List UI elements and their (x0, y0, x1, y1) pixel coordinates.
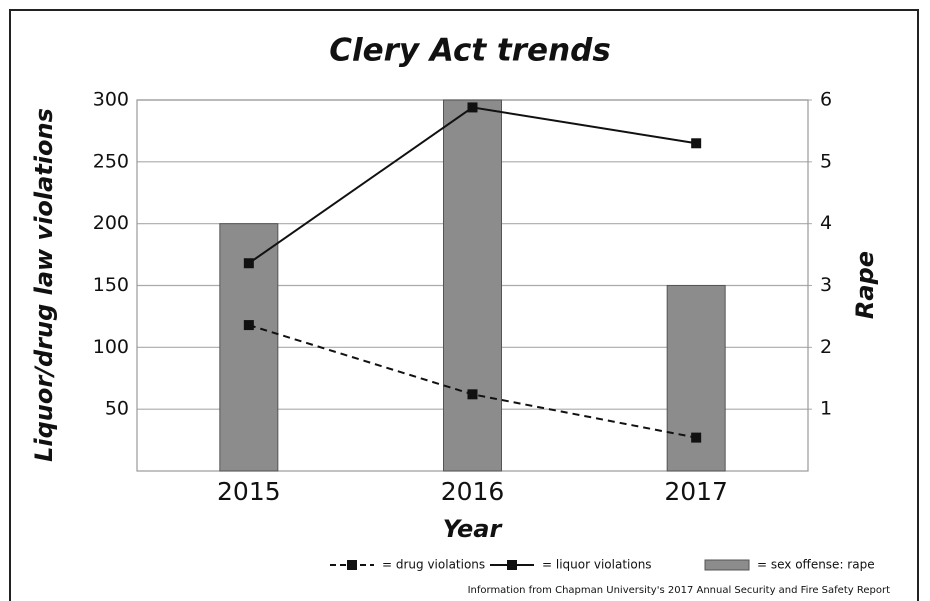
y-tick-label: 50 (105, 398, 129, 420)
x-tick-label: 2015 (217, 477, 281, 506)
y-tick-label: 300 (93, 89, 129, 111)
legend-marker (347, 560, 357, 570)
legend-swatch (704, 559, 750, 571)
y-tick-label: 100 (93, 336, 129, 358)
y2-tick-label: 2 (820, 336, 832, 358)
marker (467, 389, 478, 400)
legend-marker (507, 560, 517, 570)
y2-axis-label: Rape (851, 251, 879, 319)
frame (9, 9, 919, 601)
bar (443, 99, 502, 472)
chart-title: Clery Act trends (329, 33, 611, 69)
y2-tick-label: 5 (820, 150, 832, 172)
y-tick-label: 200 (93, 212, 129, 234)
legend-label: = liquor violations (542, 558, 652, 572)
x-tick-label: 2016 (441, 477, 505, 506)
x-tick-label: 2017 (664, 477, 728, 506)
marker (691, 138, 702, 149)
y-axis-label: Liquor/drug law violations (30, 108, 58, 462)
x-axis-label: Year (443, 515, 504, 543)
y2-tick-label: 6 (820, 89, 832, 111)
marker (467, 102, 478, 113)
legend-label: = drug violations (382, 558, 485, 572)
marker (691, 432, 702, 443)
y2-tick-label: 3 (820, 274, 832, 296)
y2-tick-label: 4 (820, 212, 832, 234)
y2-tick-label: 1 (820, 398, 832, 420)
y-tick-label: 250 (93, 150, 129, 172)
marker (243, 258, 254, 269)
source-note: Information from Chapman University's 20… (468, 585, 891, 596)
y-tick-label: 150 (93, 274, 129, 296)
marker (243, 320, 254, 331)
legend-label: = sex offense: rape (757, 558, 875, 572)
bar (666, 285, 726, 472)
